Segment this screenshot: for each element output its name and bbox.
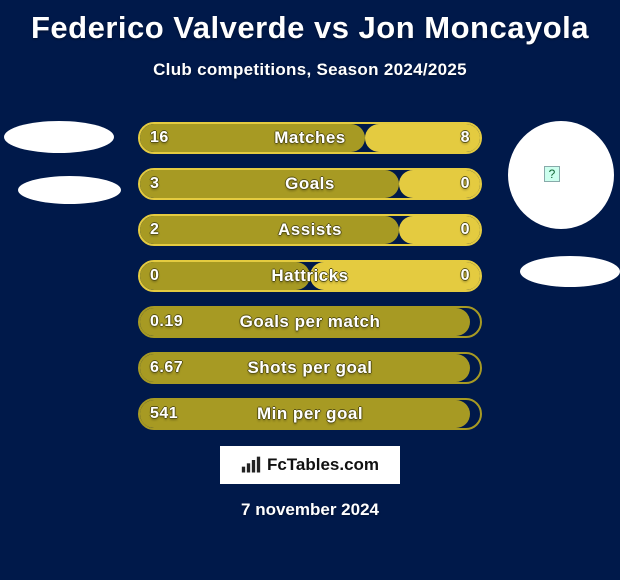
stat-label: Min per goal (138, 398, 482, 430)
subtitle: Club competitions, Season 2024/2025 (0, 60, 620, 80)
player2-avatar-ellipse (508, 121, 614, 229)
watermark-text: FcTables.com (267, 455, 379, 475)
stat-label: Goals per match (138, 306, 482, 338)
player1-ellipse-top (4, 121, 114, 153)
watermark: FcTables.com (220, 446, 400, 484)
stat-row: 6.67Shots per goal (138, 352, 482, 384)
stat-label: Matches (138, 122, 482, 154)
stat-row: 541Min per goal (138, 398, 482, 430)
stat-row: 30Goals (138, 168, 482, 200)
comparison-bars: 168Matches 30Goals 20Assists 00Hattricks 0.1… (138, 122, 482, 444)
page-title: Federico Valverde vs Jon Moncayola (0, 0, 620, 46)
date-text: 7 november 2024 (0, 500, 620, 520)
player2-ellipse-bottom (520, 256, 620, 287)
stat-row: 0.19Goals per match (138, 306, 482, 338)
stat-label: Goals (138, 168, 482, 200)
stat-row: 168Matches (138, 122, 482, 154)
stat-label: Shots per goal (138, 352, 482, 384)
stat-row: 20Assists (138, 214, 482, 246)
stat-label: Assists (138, 214, 482, 246)
watermark-icon (241, 456, 261, 474)
player1-ellipse-bottom (18, 176, 121, 204)
stat-label: Hattricks (138, 260, 482, 292)
broken-image-icon: ? (544, 166, 560, 182)
stat-row: 00Hattricks (138, 260, 482, 292)
